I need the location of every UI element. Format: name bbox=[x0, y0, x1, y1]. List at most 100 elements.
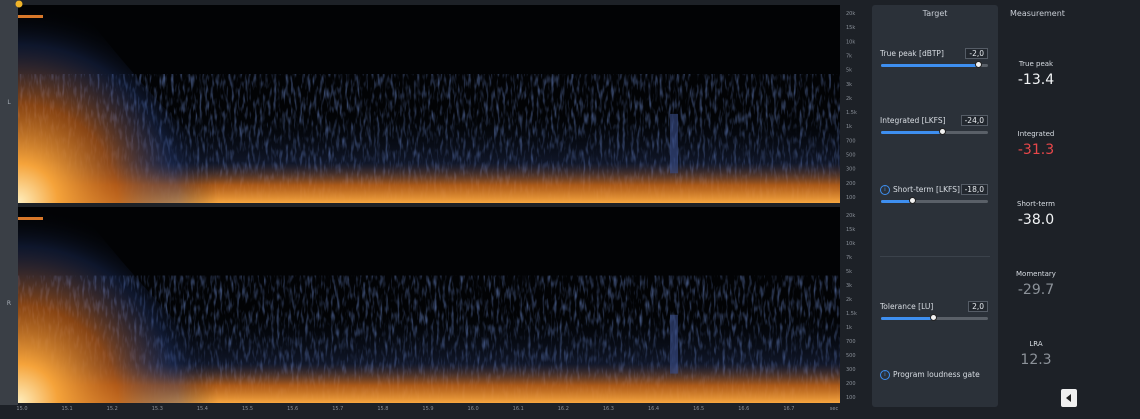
slider-knob bbox=[930, 314, 937, 321]
measure-label: Momentary bbox=[1002, 270, 1070, 278]
slider-fill bbox=[881, 64, 978, 67]
slider[interactable] bbox=[881, 131, 988, 134]
freq-label: 500 bbox=[846, 353, 856, 359]
time-label: 15.9 bbox=[422, 406, 433, 412]
freq-label: 20k bbox=[846, 213, 855, 219]
time-label: 16.0 bbox=[468, 406, 479, 412]
channel-label: R bbox=[7, 300, 11, 307]
slider-fill bbox=[881, 317, 933, 320]
slider[interactable] bbox=[881, 200, 988, 203]
slider-knob bbox=[975, 61, 982, 68]
slider-knob bbox=[939, 128, 946, 135]
freq-label: 2k bbox=[846, 96, 852, 102]
freq-label: 3k bbox=[846, 82, 852, 88]
time-label: 16.4 bbox=[648, 406, 659, 412]
transient bbox=[670, 315, 678, 374]
panel-title: Target bbox=[872, 9, 998, 18]
freq-label: 300 bbox=[846, 367, 856, 373]
control-value: -24,0 bbox=[961, 115, 988, 126]
time-label: 15.6 bbox=[287, 406, 298, 412]
freq-label: 700 bbox=[846, 138, 856, 144]
measure-value: -29.7 bbox=[1002, 282, 1070, 298]
gate-label: Program loudness gate bbox=[893, 370, 980, 379]
control-name: Short-term [LKFS] bbox=[893, 185, 960, 194]
freq-label: 700 bbox=[846, 339, 856, 345]
control-label: Tolerance [LU] bbox=[880, 302, 933, 311]
freq-label: 2k bbox=[846, 297, 852, 303]
time-label: 16.3 bbox=[603, 406, 614, 412]
freq-label: 7k bbox=[846, 255, 852, 261]
slider[interactable] bbox=[881, 64, 988, 67]
freq-label: 300 bbox=[846, 167, 856, 173]
time-label: 15.8 bbox=[377, 406, 388, 412]
time-label: 15.3 bbox=[152, 406, 163, 412]
freq-label: 10k bbox=[846, 39, 855, 45]
time-label: 16.6 bbox=[738, 406, 749, 412]
freq-label: 1.5k bbox=[846, 110, 857, 116]
freq-label: 200 bbox=[846, 381, 856, 387]
freq-label: 1.5k bbox=[846, 311, 857, 317]
measure-label: Short-term bbox=[1002, 200, 1070, 208]
time-label: 15.5 bbox=[242, 406, 253, 412]
collapse-button[interactable] bbox=[1061, 389, 1077, 407]
panel-title: Measurement bbox=[1010, 9, 1065, 18]
playhead-marker[interactable] bbox=[16, 1, 23, 8]
top-line bbox=[18, 217, 43, 220]
slider[interactable] bbox=[881, 317, 988, 320]
control-label: Integrated [LKFS] bbox=[880, 116, 946, 125]
transient bbox=[670, 114, 678, 173]
time-label: 16.1 bbox=[513, 406, 524, 412]
time-label: 15.2 bbox=[107, 406, 118, 412]
freq-label: 3k bbox=[846, 283, 852, 289]
time-label: sec bbox=[830, 406, 839, 412]
time-label: 16.5 bbox=[693, 406, 704, 412]
control-name: Integrated [LKFS] bbox=[880, 116, 946, 125]
time-label: 16.2 bbox=[558, 406, 569, 412]
separator bbox=[880, 256, 990, 257]
top-line bbox=[18, 15, 43, 18]
time-label: 15.0 bbox=[16, 406, 27, 412]
channel-pane: R 20k 15k 10k 7k 5k 3k 2k 1.5k 1k 700 500 300 200 100 bbox=[7, 207, 857, 403]
measure-value: -31.3 bbox=[1002, 142, 1070, 158]
freq-label: 100 bbox=[846, 195, 856, 201]
measurement-panel: Measurement True peak -13.4 Integrated -31.… bbox=[1002, 5, 1070, 407]
freq-label: 20k bbox=[846, 11, 855, 17]
freq-label: 100 bbox=[846, 395, 856, 401]
freq-label: 1k bbox=[846, 124, 852, 130]
control-name: Tolerance [LU] bbox=[880, 302, 933, 311]
measure-label: True peak bbox=[1002, 60, 1070, 68]
control-value: 2,0 bbox=[968, 301, 988, 312]
slider-knob bbox=[909, 197, 916, 204]
freq-label: 1k bbox=[846, 325, 852, 331]
time-label: 15.1 bbox=[62, 406, 73, 412]
freq-label: 7k bbox=[846, 53, 852, 59]
freq-label: 15k bbox=[846, 227, 855, 233]
control-label: True peak [dBTP] bbox=[880, 49, 944, 58]
freq-label: 5k bbox=[846, 68, 852, 74]
freq-label: 10k bbox=[846, 241, 855, 247]
slider-fill bbox=[881, 131, 942, 134]
freq-label: 15k bbox=[846, 25, 855, 31]
info-icon: i bbox=[880, 185, 890, 195]
measure-value: -13.4 bbox=[1002, 72, 1070, 88]
measure-label: Integrated bbox=[1002, 130, 1070, 138]
control-value: -18,0 bbox=[961, 184, 988, 195]
info-icon: i bbox=[880, 370, 890, 380]
time-label: 15.7 bbox=[332, 406, 343, 412]
slider-fill bbox=[881, 200, 912, 203]
control-value: -2,0 bbox=[965, 48, 988, 59]
channel-strip bbox=[0, 0, 18, 405]
freq-label: 5k bbox=[846, 269, 852, 275]
measure-value: -38.0 bbox=[1002, 212, 1070, 228]
freq-label: 200 bbox=[846, 181, 856, 187]
page: L20k15k10k7k5k3k2k1.5k1k700500300200100R… bbox=[0, 0, 1140, 419]
time-label: 16.7 bbox=[783, 406, 794, 412]
control-name: True peak [dBTP] bbox=[880, 49, 944, 58]
freq-label: 500 bbox=[846, 153, 856, 159]
measure-value: 12.3 bbox=[1002, 352, 1070, 368]
time-label: 15.4 bbox=[197, 406, 208, 412]
measure-label: LRA bbox=[1002, 340, 1070, 348]
